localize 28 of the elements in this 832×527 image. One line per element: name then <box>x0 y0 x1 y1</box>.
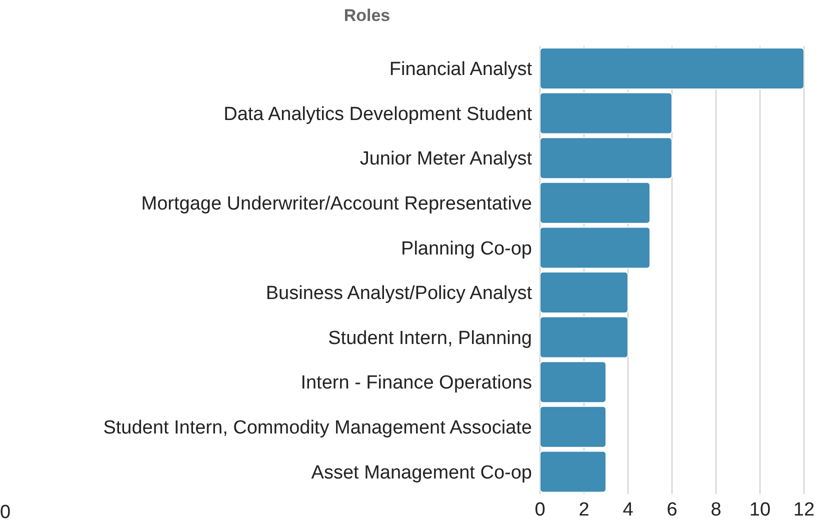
bar <box>540 48 804 90</box>
bar <box>540 361 606 404</box>
x-tick-label: 10 <box>749 499 771 520</box>
bar <box>540 137 672 180</box>
x-tick-label: 6 <box>666 499 678 520</box>
text: Roles <box>342 6 392 26</box>
bar <box>540 406 606 448</box>
y-tick-label: Intern - Finance Operations <box>300 372 532 394</box>
bar <box>540 450 606 493</box>
y-tick-label: Planning Co-op <box>401 238 532 260</box>
x-tick-label: 12 <box>793 499 815 520</box>
y-tick-label: Financial Analyst <box>389 59 533 80</box>
y-tick-label: Asset Management Co-op <box>311 462 532 484</box>
bar <box>540 316 628 358</box>
bar <box>540 182 650 224</box>
bar <box>540 272 628 314</box>
bar <box>540 92 672 134</box>
bar <box>540 226 650 269</box>
y-tick-label: Junior Meter Analyst <box>360 148 533 170</box>
x-tick-label: 0 <box>534 499 546 520</box>
y-tick-label: Business Analyst/Policy Analyst <box>266 283 533 304</box>
x-tick-label: 8 <box>710 499 722 520</box>
y-tick-label: Student Intern, Planning <box>328 328 532 349</box>
x-tick-label: 2 <box>578 499 590 520</box>
y-tick-label: Mortgage Underwriter/Account Representative <box>141 194 532 215</box>
y-tick-label: Student Intern, Commodity Management Associate <box>103 418 532 439</box>
x-tick-label: 4 <box>622 499 634 520</box>
y-tick-label: Data Analytics Development Student <box>224 104 533 125</box>
